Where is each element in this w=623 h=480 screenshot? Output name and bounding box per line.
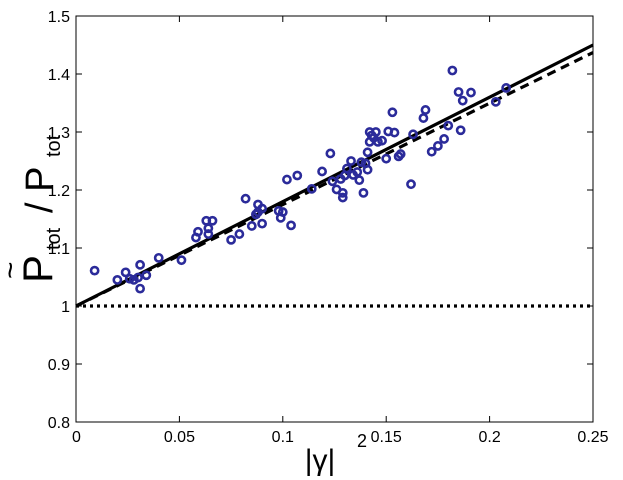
- x-tick-label: 0.2: [478, 429, 500, 446]
- x-axis-ticks: 0 0.05 0.1 0.15 0.2 0.25: [72, 16, 609, 446]
- data-point: [362, 147, 373, 158]
- data-point: [292, 170, 303, 181]
- data-point: [135, 283, 146, 294]
- data-point: [203, 223, 214, 234]
- data-point: [337, 192, 348, 203]
- data-point: [257, 218, 268, 229]
- data-point: [354, 175, 365, 186]
- x-tick-label: 0.05: [164, 429, 195, 446]
- data-point: [490, 96, 501, 107]
- data-point: [240, 193, 251, 204]
- data-point: [337, 187, 348, 198]
- y-tick-label: 0.9: [48, 357, 70, 374]
- x-tick-label: 0: [72, 429, 81, 446]
- data-point: [466, 87, 476, 98]
- data-point: [362, 164, 373, 175]
- data-point: [381, 153, 392, 164]
- data-point: [203, 229, 214, 239]
- y-axis-label: P ~ tot / P tot: [0, 134, 65, 283]
- y-tick-label: 1.5: [48, 9, 70, 26]
- data-point: [453, 87, 464, 97]
- data-point: [406, 179, 416, 190]
- data-point: [408, 129, 418, 140]
- data-point: [418, 113, 429, 123]
- data-point: [176, 255, 187, 266]
- data-point: [257, 203, 268, 214]
- data-point: [455, 125, 466, 136]
- data-point: [443, 120, 454, 131]
- x-tick-label: 0.1: [272, 429, 294, 446]
- data-point: [135, 259, 146, 270]
- data-point: [133, 272, 143, 283]
- y-tick-label: 1.1: [48, 241, 70, 258]
- data-point: [207, 215, 218, 226]
- data-points: [89, 65, 512, 294]
- data-point: [501, 83, 512, 93]
- x-axis-label: |γ| 2: [305, 431, 367, 477]
- data-point: [387, 107, 398, 118]
- data-point: [377, 135, 387, 146]
- data-point: [112, 274, 123, 285]
- data-point: [439, 134, 450, 144]
- data-point: [432, 141, 443, 151]
- y-tick-label: 0.8: [48, 415, 70, 432]
- data-point: [193, 226, 203, 237]
- y-axis-ticks: 0.8 0.9 1 1.1 1.2 1.3 1.4 1.5: [48, 9, 593, 432]
- data-point: [234, 229, 245, 239]
- data-point: [389, 127, 400, 138]
- y-axis-label-main: P: [14, 255, 61, 283]
- data-point: [226, 234, 236, 245]
- data-point: [317, 166, 327, 177]
- y-tick-label: 1.2: [48, 183, 70, 200]
- x-axis-label-superscript: 2: [357, 431, 367, 451]
- y-axis-label-subscript: tot: [43, 227, 65, 250]
- data-point: [370, 127, 381, 137]
- data-point: [420, 105, 431, 115]
- data-point: [426, 146, 437, 157]
- y-tick-label: 1.3: [48, 125, 70, 142]
- x-axis-label-text: |γ|: [305, 444, 336, 477]
- data-point: [306, 183, 317, 194]
- data-point: [246, 221, 257, 231]
- data-point: [346, 156, 356, 166]
- x-tick-label: 0.15: [371, 429, 402, 446]
- data-point: [325, 148, 336, 159]
- data-point: [153, 252, 164, 263]
- y-axis-label-accent: ~: [0, 261, 27, 279]
- data-point: [141, 270, 152, 281]
- data-point: [286, 220, 296, 231]
- data-point: [277, 207, 288, 217]
- data-point: [457, 95, 468, 106]
- data-point: [342, 163, 352, 174]
- y-axis-label-subscript-2: tot: [43, 134, 65, 157]
- data-point: [327, 176, 338, 187]
- y-tick-label: 1.4: [48, 67, 70, 84]
- y-axis-label-separator: / P: [19, 167, 61, 213]
- data-point: [282, 174, 292, 185]
- data-point: [120, 267, 131, 278]
- plot-frame: [75, 15, 594, 423]
- data-point: [358, 187, 369, 198]
- y-tick-label: 1: [61, 299, 70, 316]
- data-point: [395, 149, 406, 159]
- plot-background: [76, 16, 593, 422]
- data-point: [352, 167, 363, 177]
- x-tick-label: 0.25: [577, 429, 608, 446]
- data-point: [89, 265, 100, 276]
- data-point: [447, 65, 458, 76]
